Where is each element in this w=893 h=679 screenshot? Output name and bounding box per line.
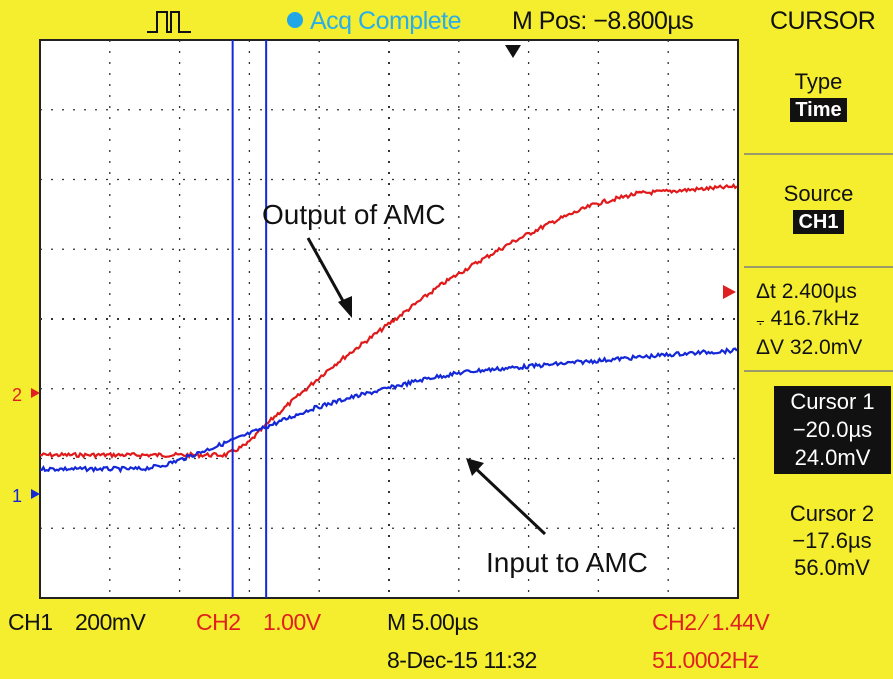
output-annotation: Output of AMC	[262, 199, 446, 230]
top-status-bar: Acq Complete M Pos: −8.800µs CURSOR	[0, 0, 893, 40]
graticule-area	[39, 39, 739, 599]
cursor-side-menu: Type Time Source CH1 Δt 2.400µs ⨪ 416.7k…	[744, 40, 893, 600]
type-label: Type	[794, 69, 843, 94]
traces-layer	[39, 182, 738, 474]
menu-divider	[744, 153, 893, 155]
cursor-1-label: Cursor 1	[790, 389, 875, 414]
ch2-label: CH2	[196, 609, 241, 635]
ch2-scale: 1.00V	[263, 609, 321, 635]
cursor-1-time: −20.0µs	[792, 417, 873, 442]
horizontal-position: M Pos: −8.800µs	[512, 7, 694, 35]
date-time: 8-Dec-15 11:32	[387, 647, 537, 673]
source-menu-button[interactable]: Source CH1	[744, 180, 893, 234]
menu-divider	[744, 266, 893, 268]
frequency-readout-row: ⨪ 416.7kHz	[756, 305, 893, 334]
frequency-icon: ⨪	[756, 312, 765, 329]
source-value: CH1	[793, 210, 844, 234]
acquisition-status: Acq Complete	[310, 7, 462, 35]
output-arrow-head	[338, 296, 352, 318]
input-arrow-head	[466, 458, 484, 476]
delta-time-readout: Δt 2.400µs	[756, 280, 857, 303]
ch1-label: CH1	[8, 609, 53, 635]
cursor-readouts: Δt 2.400µs ⨪ 416.7kHz ΔV 32.0mV	[744, 278, 893, 361]
input-annotation: Input to AMC	[486, 547, 648, 578]
cursor-2-button[interactable]: Cursor 2 −17.6µs 56.0mV	[772, 500, 892, 581]
cursor-2-label: Cursor 2	[789, 501, 875, 526]
trigger-setting: CH2 ∕ 1.44V	[652, 609, 770, 635]
timebase: M 5.00µs	[387, 609, 479, 635]
delta-volt-readout: ΔV 32.0mV	[756, 336, 863, 359]
ch1-ground-marker	[31, 489, 40, 499]
output-trace	[39, 182, 738, 460]
type-menu-button[interactable]: Type Time	[744, 68, 893, 122]
menu-divider	[744, 370, 893, 372]
bottom-status-bar: CH1 200mV CH2 1.00V M 5.00µs 8-Dec-15 11…	[0, 605, 893, 679]
ch1-scale: 200mV	[75, 609, 146, 635]
type-value: Time	[790, 98, 847, 122]
frequency-readout: 416.7kHz	[770, 307, 860, 330]
trigger-level-marker	[723, 285, 736, 299]
output-annotation-arrow	[306, 237, 350, 311]
source-label: Source	[783, 181, 854, 206]
cursor-2-time: −17.6µs	[792, 528, 872, 553]
input-trace	[39, 347, 738, 474]
trigger-position-marker	[505, 45, 521, 58]
menu-title: CURSOR	[770, 7, 876, 35]
trigger-pulse-icon	[147, 11, 191, 33]
ch2-ground-marker	[31, 388, 40, 398]
cursor-2-volt: 56.0mV	[794, 555, 870, 580]
acquisition-status-icon	[287, 12, 303, 28]
ch2-marker-label: 2	[12, 385, 22, 405]
trigger-frequency: 51.0002Hz	[652, 647, 759, 673]
cursor-1-volt: 24.0mV	[794, 445, 871, 470]
input-annotation-arrow	[470, 463, 547, 536]
cursor-1-button[interactable]: Cursor 1 −20.0µs 24.0mV	[774, 386, 891, 474]
ch1-marker-label: 1	[12, 486, 22, 506]
